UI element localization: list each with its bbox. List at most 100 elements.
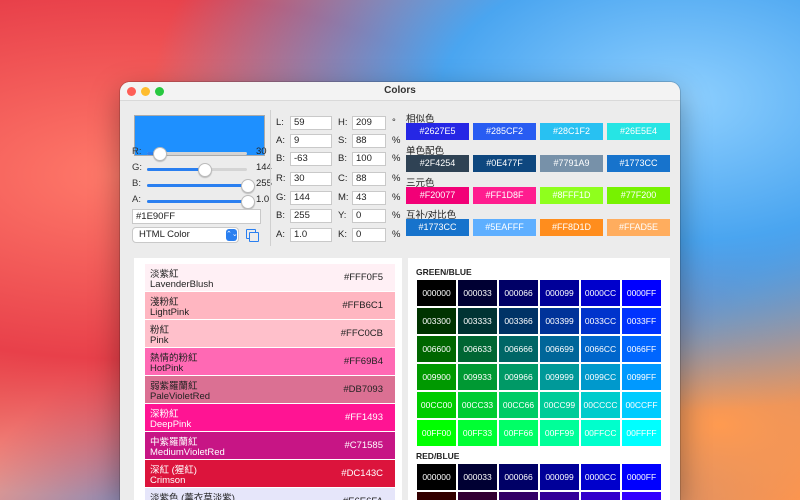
color-grid-cell[interactable]: 000066 bbox=[499, 464, 538, 490]
color-grid-cell[interactable]: 00CC00 bbox=[417, 392, 456, 418]
field-input[interactable]: 0 bbox=[352, 228, 386, 242]
harmony-chip[interactable]: #77F200 bbox=[607, 187, 670, 204]
color-grid-cell[interactable]: 000099 bbox=[540, 280, 579, 306]
harmony-chip[interactable]: #26E5E4 bbox=[607, 123, 670, 140]
color-grid-cell[interactable]: 009900 bbox=[417, 364, 456, 390]
slider-track[interactable] bbox=[147, 179, 255, 193]
field-input[interactable]: 88 bbox=[352, 172, 386, 186]
color-grid-cell[interactable]: 006666 bbox=[499, 336, 538, 362]
color-grid-cell[interactable]: 0000CC bbox=[581, 280, 620, 306]
color-grid-cell[interactable]: 00FF66 bbox=[499, 420, 538, 446]
color-grid-cell[interactable]: 009966 bbox=[499, 364, 538, 390]
format-select[interactable]: HTML Color ⌃⌄ bbox=[132, 227, 239, 243]
field-input[interactable]: -63 bbox=[290, 152, 332, 166]
color-grid-cell[interactable]: 00FF00 bbox=[417, 420, 456, 446]
field-input[interactable]: 100 bbox=[352, 152, 386, 166]
slider-knob[interactable] bbox=[197, 163, 212, 177]
color-grid-cell[interactable]: 000066 bbox=[499, 280, 538, 306]
color-list-item[interactable]: 深紅 (猩紅) Crimson #DC143C bbox=[145, 460, 395, 487]
color-list-item[interactable]: 淡紫紅 LavenderBlush #FFF0F5 bbox=[145, 264, 395, 291]
harmony-chip[interactable]: #2F4254 bbox=[406, 155, 469, 172]
field-input[interactable]: 88 bbox=[352, 134, 386, 148]
color-list-item[interactable]: 粉紅 Pink #FFC0CB bbox=[145, 320, 395, 347]
color-grid-cell[interactable]: 0033FF bbox=[622, 308, 661, 334]
color-grid-cell[interactable]: 00FFFF bbox=[622, 420, 661, 446]
color-grid-cell[interactable]: 006699 bbox=[540, 336, 579, 362]
color-list-item[interactable]: 淺粉紅 LightPink #FFB6C1 bbox=[145, 292, 395, 319]
close-window-button[interactable] bbox=[127, 87, 136, 96]
color-grid-cell[interactable]: 006633 bbox=[458, 336, 497, 362]
color-grid-cell[interactable]: 0099FF bbox=[622, 364, 661, 390]
slider-track[interactable] bbox=[147, 163, 247, 177]
color-grid-cell[interactable]: 0099CC bbox=[581, 364, 620, 390]
harmony-chip[interactable]: #285CF2 bbox=[473, 123, 536, 140]
color-list-item[interactable]: 中紫羅蘭紅 MediumVioletRed #C71585 bbox=[145, 432, 395, 459]
harmony-chip[interactable]: #8FFF1D bbox=[540, 187, 603, 204]
color-grid-cell[interactable]: 006600 bbox=[417, 336, 456, 362]
color-grid-cell[interactable]: 003366 bbox=[499, 308, 538, 334]
color-grid-cell[interactable]: 00CC99 bbox=[540, 392, 579, 418]
slider-knob[interactable] bbox=[152, 147, 167, 161]
zoom-window-button[interactable] bbox=[155, 87, 164, 96]
harmony-chip[interactable]: #7791A9 bbox=[540, 155, 603, 172]
field-input[interactable]: 30 bbox=[290, 172, 332, 186]
color-grid-cell[interactable]: 003333 bbox=[458, 308, 497, 334]
slider-knob[interactable] bbox=[241, 195, 255, 209]
harmony-chip[interactable]: #FF8D1D bbox=[540, 219, 603, 236]
color-grid-cell[interactable]: 000000 bbox=[417, 464, 456, 490]
color-grid-cell[interactable]: 00CCFF bbox=[622, 392, 661, 418]
color-grid-cell[interactable]: 00FF33 bbox=[458, 420, 497, 446]
harmony-chip[interactable]: #2627E5 bbox=[406, 123, 469, 140]
color-grid-cell[interactable]: 000033 bbox=[458, 280, 497, 306]
color-grid-cell[interactable]: 000033 bbox=[458, 464, 497, 490]
harmony-chip[interactable]: #FF1D8F bbox=[473, 187, 536, 204]
color-grid-cell[interactable]: 00FF99 bbox=[540, 420, 579, 446]
color-grid-cell[interactable]: 00FFCC bbox=[581, 420, 620, 446]
field-input[interactable]: 144 bbox=[290, 191, 332, 205]
field-input[interactable]: 1.0 bbox=[290, 228, 332, 242]
color-grid-cell[interactable]: 00CC66 bbox=[499, 392, 538, 418]
hex-input[interactable]: #1E90FF bbox=[132, 209, 261, 224]
color-grid-cell[interactable]: 009933 bbox=[458, 364, 497, 390]
color-grid-cell[interactable]: 0000CC bbox=[581, 464, 620, 490]
field-input[interactable]: 59 bbox=[290, 116, 332, 130]
harmony-chip[interactable]: #1773CC bbox=[406, 219, 469, 236]
color-list-item[interactable]: 淡紫色 (薰衣草淡紫) #E6E6FA bbox=[145, 488, 395, 500]
color-grid-cell[interactable]: 0000FF bbox=[622, 280, 661, 306]
field-input[interactable]: 9 bbox=[290, 134, 332, 148]
minimize-window-button[interactable] bbox=[141, 87, 150, 96]
harmony-chip[interactable]: #0E477F bbox=[473, 155, 536, 172]
slider-track[interactable] bbox=[147, 147, 247, 161]
harmony-chip[interactable]: #28C1F2 bbox=[540, 123, 603, 140]
color-grid-cell[interactable]: 000099 bbox=[540, 464, 579, 490]
color-grid-cell[interactable]: 000000 bbox=[417, 280, 456, 306]
color-grid-cell[interactable]: 00CCCC bbox=[581, 392, 620, 418]
color-grid-cell[interactable]: 0066FF bbox=[622, 336, 661, 362]
field-input[interactable]: 255 bbox=[290, 209, 332, 223]
slider-track[interactable] bbox=[147, 195, 255, 209]
slider-knob[interactable] bbox=[241, 179, 255, 193]
color-grid-cell[interactable]: 0033CC bbox=[581, 308, 620, 334]
color-grid-cell[interactable]: 009999 bbox=[540, 364, 579, 390]
color-list-item[interactable]: 熱情的粉紅 HotPink #FF69B4 bbox=[145, 348, 395, 375]
color-list-item[interactable]: 弱紫羅蘭紅 PaleVioletRed #DB7093 bbox=[145, 376, 395, 403]
harmony-chip[interactable]: #FFAD5E bbox=[607, 219, 670, 236]
field-input[interactable]: 0 bbox=[352, 209, 386, 223]
color-grid-cell[interactable]: 003300 bbox=[417, 308, 456, 334]
harmony-chip[interactable]: #5EAFFF bbox=[473, 219, 536, 236]
field-input[interactable]: 43 bbox=[352, 191, 386, 205]
copy-icon[interactable] bbox=[246, 229, 259, 242]
harmony-chip[interactable]: #F20077 bbox=[406, 187, 469, 204]
color-list-item[interactable]: 深粉紅 DeepPink #FF1493 bbox=[145, 404, 395, 431]
color-grid-cell[interactable]: 00CC33 bbox=[458, 392, 497, 418]
harmony-chip[interactable]: #1773CC bbox=[607, 155, 670, 172]
color-grid-cell[interactable]: 0000FF bbox=[622, 464, 661, 490]
color-grid-cell[interactable]: 003399 bbox=[540, 308, 579, 334]
color-grid-cell[interactable]: 0066CC bbox=[581, 336, 620, 362]
